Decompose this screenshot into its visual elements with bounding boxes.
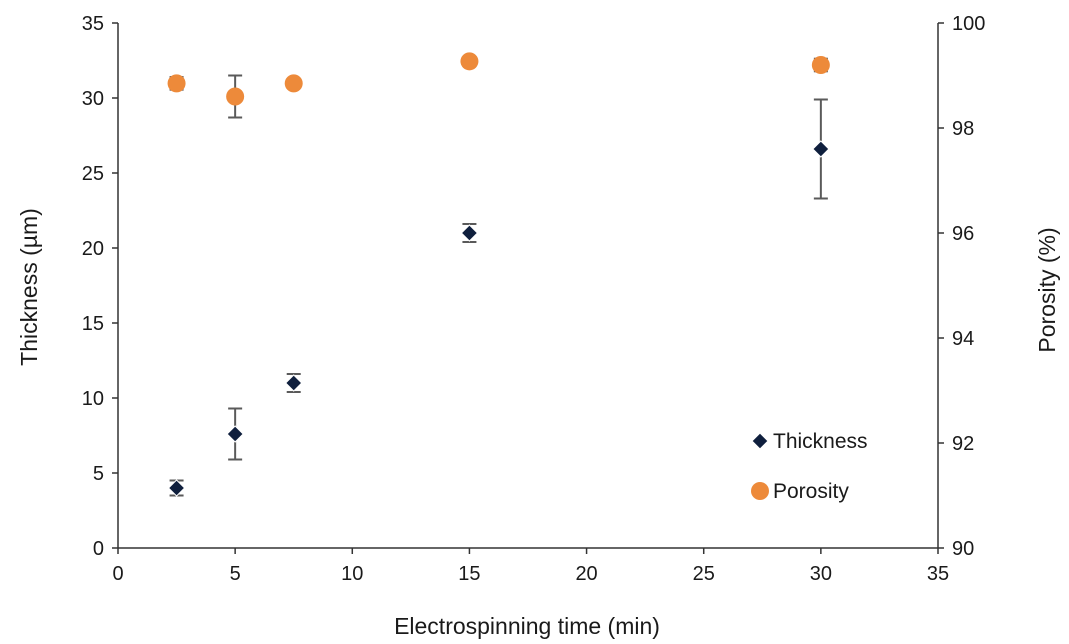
porosity-point [460, 52, 479, 71]
x-tick-label: 35 [927, 563, 949, 585]
y2-axis-title: Porosity (%) [1034, 227, 1060, 352]
porosity-point [226, 87, 245, 106]
legend-porosity-marker [751, 482, 769, 500]
y2-tick-label: 96 [952, 223, 974, 245]
y-tick-label: 30 [82, 88, 104, 110]
y2-tick-label: 94 [952, 328, 974, 350]
x-tick-label: 10 [341, 563, 363, 585]
legend-label: Thickness [773, 430, 868, 453]
x-tick-label: 20 [575, 563, 597, 585]
legend: Thickness Porosity [751, 430, 868, 503]
data-marks [167, 52, 830, 497]
porosity-point [167, 74, 186, 93]
legend-thickness-marker [751, 432, 769, 450]
thickness-point [167, 479, 186, 497]
y2-tick-label: 92 [952, 433, 974, 455]
x-tick-label: 25 [693, 563, 715, 585]
y-tick-label: 25 [82, 163, 104, 185]
legend-label: Porosity [773, 480, 849, 503]
y-tick-label: 20 [82, 238, 104, 260]
y-tick-label: 5 [93, 463, 104, 485]
y2-tick-label: 90 [952, 538, 974, 560]
thickness-point [285, 374, 303, 392]
x-tick-label: 5 [230, 563, 241, 585]
y-tick-label: 10 [82, 388, 104, 410]
x-tick-label: 0 [112, 563, 123, 585]
x-axis-title: Electrospinning time (min) [394, 613, 660, 639]
porosity-point [284, 74, 303, 93]
thickness-point [460, 224, 479, 242]
error-bars [169, 57, 828, 497]
x-tick-label: 30 [810, 563, 832, 585]
axes: 0 5 10 15 20 25 30 3505101520253035909294969810… [82, 13, 986, 585]
y-tick-label: 0 [93, 538, 104, 560]
y-tick-label: 15 [82, 313, 104, 335]
y2-tick-label: 100 [952, 13, 985, 35]
thickness-point [226, 425, 244, 443]
y-tick-label: 35 [82, 13, 104, 35]
thickness-point [812, 140, 830, 158]
y2-tick-label: 98 [952, 118, 974, 140]
porosity-point [811, 56, 830, 74]
y-axis-title: Thickness (µm) [16, 208, 42, 366]
x-tick-label: 15 [458, 563, 480, 585]
